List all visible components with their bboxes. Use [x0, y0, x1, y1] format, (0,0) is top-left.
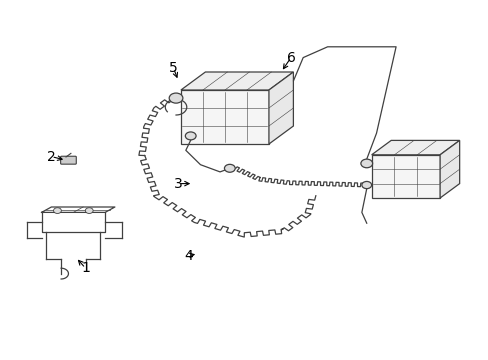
Text: 1: 1: [81, 261, 90, 275]
Text: 6: 6: [286, 51, 295, 64]
Text: 4: 4: [183, 249, 192, 262]
Polygon shape: [181, 90, 268, 144]
FancyBboxPatch shape: [61, 156, 76, 164]
Circle shape: [224, 164, 235, 172]
Polygon shape: [371, 155, 439, 198]
Polygon shape: [268, 72, 293, 144]
Text: 3: 3: [174, 177, 183, 190]
Text: 5: 5: [169, 62, 178, 75]
Circle shape: [53, 208, 61, 213]
Circle shape: [360, 159, 372, 168]
Circle shape: [85, 208, 93, 213]
Circle shape: [169, 93, 183, 103]
Polygon shape: [371, 140, 459, 155]
Polygon shape: [181, 72, 293, 90]
Circle shape: [361, 181, 371, 189]
Polygon shape: [439, 140, 459, 198]
Text: 2: 2: [47, 150, 56, 163]
Circle shape: [185, 132, 196, 140]
